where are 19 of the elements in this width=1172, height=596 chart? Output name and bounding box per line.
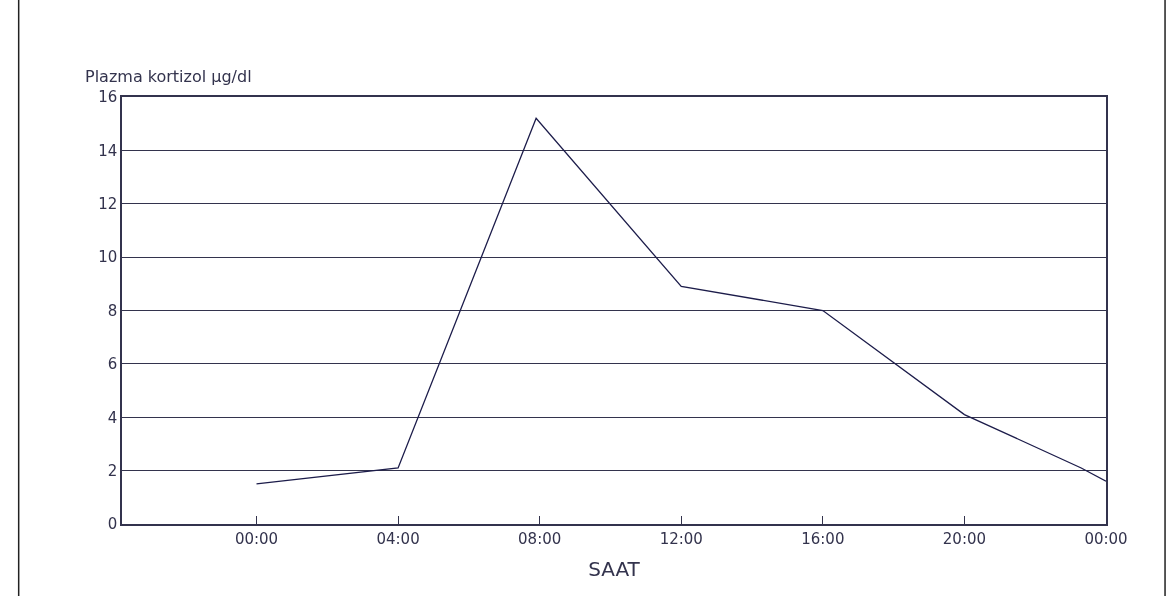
y-tick-label: 12 bbox=[98, 195, 118, 213]
x-tick-label: 00:00 bbox=[1084, 529, 1128, 548]
y-tick-label: 16 bbox=[98, 88, 118, 107]
x-tick-label: 08:00 bbox=[518, 529, 562, 548]
x-tick-label: 16:00 bbox=[801, 529, 845, 548]
x-axis-title: SAAT bbox=[588, 556, 641, 581]
x-tick-label: 00:00 bbox=[234, 529, 279, 548]
x-tick-label: 12:00 bbox=[659, 529, 703, 548]
y-tick-label: 8 bbox=[107, 301, 118, 320]
y-tick-label: 2 bbox=[107, 461, 118, 480]
y-tick-label: 6 bbox=[107, 355, 118, 374]
line-series bbox=[255, 117, 1106, 485]
y-tick-label: 14 bbox=[98, 141, 118, 160]
y-tick-label: 10 bbox=[98, 248, 118, 267]
y-tick-label: 4 bbox=[107, 408, 118, 427]
y-tick-label: 0 bbox=[107, 515, 118, 534]
x-tick-label: 04:00 bbox=[376, 529, 420, 548]
x-tick-label: 20:00 bbox=[942, 529, 987, 548]
y-axis-title: Plazma kortizol µg/dl bbox=[85, 67, 252, 86]
